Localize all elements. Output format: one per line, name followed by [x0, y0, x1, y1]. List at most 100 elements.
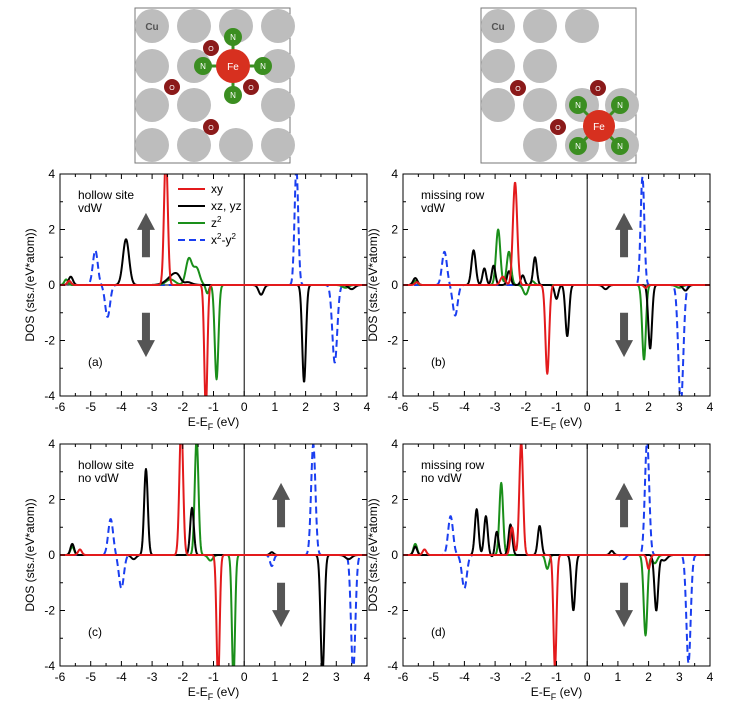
- y-axis-title: DOS (sts./(eV*atom)): [366, 498, 380, 611]
- x-tick-label: 2: [302, 670, 309, 684]
- x-tick-label: 0: [584, 400, 591, 414]
- panel-annotation: missing row: [421, 188, 485, 202]
- hollow-site-geometry-inset: Fe N N N N O O O O Cu: [134, 7, 295, 164]
- n-label: N: [575, 142, 581, 151]
- x-tick-label: 4: [364, 670, 371, 684]
- fe-atom: [216, 49, 250, 83]
- n-label: N: [617, 101, 623, 110]
- y-tick-label: 4: [391, 437, 398, 451]
- y-tick-label: -2: [387, 334, 398, 348]
- x-tick-label: -6: [55, 400, 66, 414]
- panel-annotation: missing row: [421, 458, 485, 472]
- x-tick-label: 2: [645, 670, 652, 684]
- x-tick-label: 1: [615, 670, 622, 684]
- x-tick-label: 1: [615, 400, 622, 414]
- n-label: N: [200, 62, 206, 71]
- spin-up-arrow: [615, 482, 634, 528]
- x-tick-label: 3: [333, 670, 340, 684]
- panel-annotation: hollow site: [78, 188, 134, 202]
- x-tick-label: 2: [645, 400, 652, 414]
- series-line-x2-y2: [403, 175, 710, 396]
- x-tick-label: 3: [333, 400, 340, 414]
- x-tick-label: 3: [676, 400, 683, 414]
- panel-label: (b): [431, 355, 446, 369]
- n-label: N: [230, 33, 236, 42]
- series-line-x2-y2: [403, 444, 710, 665]
- panel-label: (c): [88, 625, 102, 639]
- y-tick-label: 0: [48, 278, 55, 292]
- legend-label-xy: xy: [211, 182, 223, 196]
- series-line-z2: [403, 228, 710, 361]
- x-tick-label: -4: [116, 400, 127, 414]
- x-axis-title: E-EF (eV): [531, 415, 583, 432]
- o-label: O: [248, 85, 254, 92]
- oxygen-atoms: [510, 80, 606, 135]
- n-label: N: [617, 142, 623, 151]
- x-tick-label: -4: [459, 670, 470, 684]
- dos-panel-c: -6 -5 -4 -3 -2 -1 0 1 2 3 4 -4 -2 0 2 4 E-EF (eV) DOS (st…: [23, 437, 371, 702]
- y-tick-label: -4: [44, 659, 55, 673]
- spin-down-arrow: [136, 312, 155, 358]
- y-tick-label: -4: [387, 389, 398, 403]
- y-tick-label: -2: [44, 334, 55, 348]
- panel-annotation: vdW: [78, 201, 103, 215]
- y-tick-label: -4: [387, 659, 398, 673]
- legend-label-z2: z2: [211, 215, 222, 230]
- x-tick-label: -5: [428, 670, 439, 684]
- x-tick-label: -5: [85, 670, 96, 684]
- x-axis-title: E-EF (eV): [188, 415, 240, 432]
- x-tick-label: -6: [398, 400, 409, 414]
- x-tick-label: -6: [398, 670, 409, 684]
- x-tick-label: -1: [208, 670, 219, 684]
- fe-atom: [583, 110, 615, 142]
- n-label: N: [230, 91, 236, 100]
- missing-row-geometry-inset: Fe N N N N O O O Cu: [480, 7, 639, 164]
- y-axis-title: DOS (sts./(eV*atom)): [23, 228, 37, 341]
- x-tick-label: -1: [208, 400, 219, 414]
- panel-annotation: no vdW: [78, 471, 119, 485]
- dos-panel-a: -6 -5 -4 -3 -2 -1 0 1 2 3 4 -4 -2 0 2 4 E-EF (eV) DOS (st…: [23, 167, 371, 432]
- o-label: O: [555, 125, 561, 132]
- spin-up-arrow: [272, 482, 291, 528]
- series-line-xz-yz: [60, 467, 367, 666]
- o-label: O: [208, 46, 214, 53]
- x-tick-label: -4: [116, 670, 127, 684]
- panel-annotation: hollow site: [78, 458, 134, 472]
- x-tick-label: 1: [272, 400, 279, 414]
- dos-panel-d: -6 -5 -4 -3 -2 -1 0 1 2 3 4 -4 -2 0 2 4 E-EF (eV) DOS (st…: [366, 437, 714, 702]
- panel-label: (a): [88, 355, 103, 369]
- nitrogen-atoms: [194, 28, 272, 104]
- o-label: O: [515, 86, 521, 93]
- legend-label-x2-y2: x2-y2: [211, 232, 236, 247]
- x-tick-label: -3: [147, 670, 158, 684]
- panel-annotation: no vdW: [421, 471, 462, 485]
- y-axis-title: DOS (sts./(eV*atom)): [366, 228, 380, 341]
- y-tick-label: 2: [391, 223, 398, 237]
- cu-label: Cu: [491, 22, 504, 33]
- x-tick-label: 3: [676, 670, 683, 684]
- y-tick-label: 4: [391, 167, 398, 181]
- y-tick-label: -2: [387, 604, 398, 618]
- x-tick-label: 2: [302, 400, 309, 414]
- y-tick-label: 2: [48, 493, 55, 507]
- series-curves: [403, 175, 710, 396]
- n-label: N: [260, 62, 266, 71]
- y-tick-label: 2: [48, 223, 55, 237]
- y-tick-label: 4: [48, 437, 55, 451]
- o-label: O: [208, 125, 214, 132]
- y-tick-label: 0: [48, 548, 55, 562]
- x-tick-label: -4: [459, 400, 470, 414]
- y-tick-label: -2: [44, 604, 55, 618]
- spin-down-arrow: [272, 582, 291, 628]
- x-axis-title: E-EF (eV): [188, 685, 240, 702]
- series-line-xy: [60, 444, 367, 666]
- oxygen-atoms: [164, 40, 259, 135]
- series-line-xy: [403, 444, 710, 666]
- x-tick-label: -1: [551, 400, 562, 414]
- panel-annotation: vdW: [421, 201, 446, 215]
- y-tick-label: 0: [391, 548, 398, 562]
- panel-label: (d): [431, 625, 446, 639]
- y-tick-label: 2: [391, 493, 398, 507]
- o-label: O: [595, 86, 601, 93]
- x-tick-label: -1: [551, 670, 562, 684]
